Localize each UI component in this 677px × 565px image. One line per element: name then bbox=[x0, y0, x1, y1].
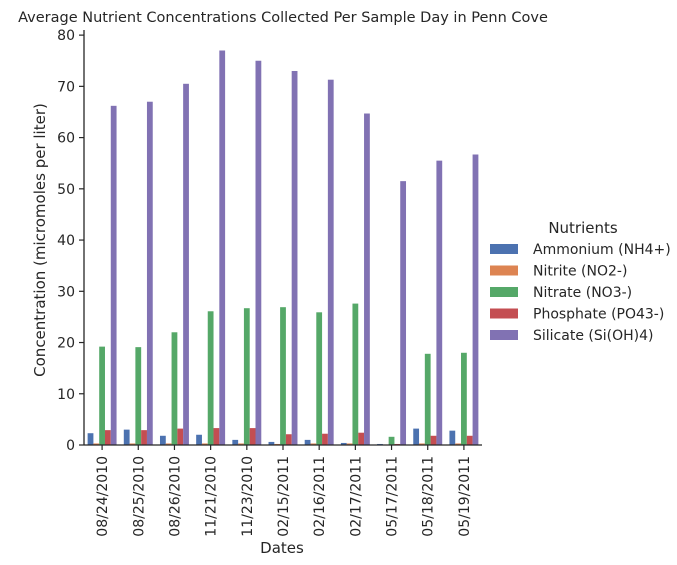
bar bbox=[449, 430, 456, 445]
bar bbox=[183, 83, 189, 445]
bar bbox=[291, 70, 298, 445]
bar bbox=[419, 443, 425, 445]
legend-swatch bbox=[490, 308, 518, 319]
bar bbox=[413, 428, 420, 445]
bar bbox=[316, 312, 323, 445]
plot-area bbox=[87, 50, 479, 446]
x-tick-label: 05/19/2011 bbox=[457, 456, 473, 537]
bar bbox=[466, 435, 473, 445]
x-tick-label: 08/24/2010 bbox=[95, 456, 111, 537]
x-tick-label: 08/25/2010 bbox=[131, 456, 147, 537]
x-tick-label: 08/26/2010 bbox=[167, 456, 183, 537]
legend-swatch bbox=[490, 265, 518, 276]
bar bbox=[340, 442, 347, 445]
y-tick-label: 10 bbox=[57, 387, 75, 403]
legend-label: Phosphate (PO43-) bbox=[533, 307, 664, 323]
legend-items: Ammonium (NH4+) Nitrite (NO2-) Nitrate (NO… bbox=[490, 242, 671, 344]
bar bbox=[165, 443, 172, 445]
legend-label: Nitrate (NO3-) bbox=[533, 285, 632, 301]
bar bbox=[159, 435, 166, 445]
bar bbox=[400, 181, 407, 445]
y-tick-label: 60 bbox=[57, 131, 75, 147]
legend-swatch bbox=[490, 330, 518, 340]
bar bbox=[207, 311, 214, 445]
x-tick-label: 02/15/2011 bbox=[276, 456, 292, 537]
bar bbox=[219, 50, 226, 445]
bar bbox=[424, 353, 431, 445]
y-axis-ticks: 0 10 20 30 40 50 60 70 80 bbox=[57, 28, 84, 454]
bar bbox=[280, 307, 286, 445]
y-tick-label: 80 bbox=[57, 28, 75, 44]
bar bbox=[249, 428, 256, 445]
legend-swatch bbox=[490, 244, 518, 254]
x-tick-label: 11/23/2010 bbox=[240, 456, 256, 537]
y-tick-label: 40 bbox=[57, 233, 75, 249]
legend-swatch bbox=[490, 287, 518, 297]
bar bbox=[472, 154, 479, 445]
legend: Nutrients Ammonium (NH4+) Nitrite (NO2-) N… bbox=[490, 219, 671, 344]
x-tick-label: 11/21/2010 bbox=[204, 456, 220, 537]
bar bbox=[201, 443, 208, 445]
x-tick-label: 02/16/2011 bbox=[312, 456, 328, 537]
bar bbox=[461, 352, 467, 445]
x-tick-label: 05/17/2011 bbox=[385, 456, 401, 537]
bar bbox=[364, 113, 370, 446]
bar bbox=[322, 433, 328, 445]
y-tick-label: 30 bbox=[57, 284, 75, 300]
bar bbox=[346, 443, 353, 445]
y-tick-label: 20 bbox=[57, 336, 75, 352]
bar bbox=[93, 443, 100, 445]
chart-title: Average Nutrient Concentrations Collecte… bbox=[18, 10, 548, 26]
bar bbox=[430, 435, 437, 445]
x-axis-label: Dates bbox=[260, 539, 304, 557]
bar bbox=[104, 430, 111, 445]
bar bbox=[146, 101, 153, 445]
y-tick-label: 50 bbox=[57, 182, 75, 198]
bar bbox=[141, 430, 147, 445]
legend-label: Ammonium (NH4+) bbox=[533, 242, 671, 258]
bar bbox=[135, 347, 142, 445]
bar bbox=[304, 439, 311, 445]
bar bbox=[99, 346, 105, 445]
bar bbox=[255, 60, 262, 445]
bar bbox=[436, 160, 443, 446]
x-axis-ticks: 08/24/2010 08/25/2010 08/26/2010 11/21/2010… bbox=[95, 445, 473, 537]
bar bbox=[196, 434, 202, 445]
y-tick-label: 0 bbox=[66, 438, 75, 454]
bar bbox=[310, 443, 317, 445]
bar bbox=[129, 443, 136, 445]
legend-label: Nitrite (NO2-) bbox=[533, 264, 627, 280]
bar bbox=[213, 428, 220, 445]
bar bbox=[243, 308, 250, 445]
y-axis-label: Concentration (micromoles per liter) bbox=[31, 103, 49, 377]
bar bbox=[327, 79, 334, 445]
bar bbox=[388, 436, 395, 445]
x-tick-label: 05/18/2011 bbox=[421, 456, 437, 537]
bar bbox=[352, 303, 359, 445]
bar bbox=[232, 439, 239, 445]
legend-title: Nutrients bbox=[548, 219, 618, 237]
y-tick-label: 70 bbox=[57, 79, 75, 95]
bar bbox=[123, 429, 130, 445]
bar bbox=[268, 441, 275, 445]
bar bbox=[177, 428, 184, 445]
bar bbox=[455, 443, 462, 445]
x-tick-label: 02/17/2011 bbox=[348, 456, 364, 537]
bar bbox=[238, 443, 244, 445]
bar bbox=[87, 433, 94, 445]
bar bbox=[358, 432, 365, 445]
bar bbox=[285, 434, 292, 445]
bar bbox=[171, 332, 178, 445]
bar bbox=[110, 105, 117, 446]
legend-label: Silicate (Si(OH)4) bbox=[533, 328, 653, 344]
